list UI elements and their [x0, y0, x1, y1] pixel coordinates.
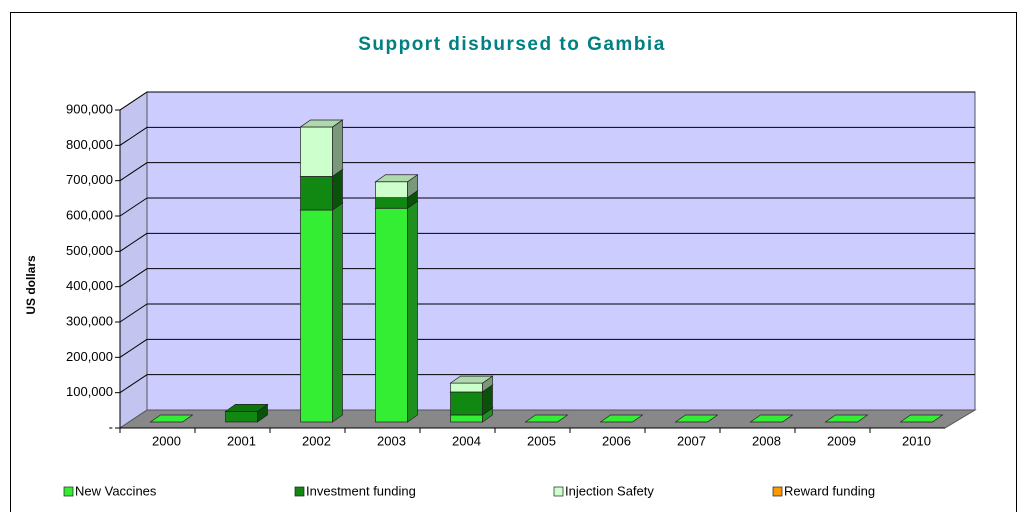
legend-label: Reward funding	[784, 483, 875, 498]
legend-swatch	[553, 486, 564, 497]
legend-swatch	[63, 486, 74, 497]
bar-top	[149, 414, 194, 423]
grid-line	[119, 197, 148, 217]
bar-side	[332, 202, 343, 423]
y-tick-label: 200,000	[66, 349, 113, 364]
y-tick-label: 900,000	[66, 101, 113, 116]
x-tick-label: 2009	[827, 433, 856, 448]
bar-top	[749, 414, 794, 423]
x-tick-label: 2002	[302, 433, 331, 448]
y-tick-label: 300,000	[66, 313, 113, 328]
bar-side	[332, 119, 343, 178]
bar-top	[299, 119, 344, 128]
x-tick-label: 2005	[527, 433, 556, 448]
x-tick-label: 2004	[452, 433, 481, 448]
bar-segment	[375, 181, 408, 198]
bar-side	[407, 200, 418, 423]
bar-segment	[300, 209, 333, 423]
x-tick-label: 2007	[677, 433, 706, 448]
grid-line	[119, 232, 148, 252]
grid-line	[119, 338, 148, 358]
bar-top	[449, 375, 494, 384]
y-tick-label: 800,000	[66, 137, 113, 152]
x-tick-label: 2006	[602, 433, 631, 448]
bar-segment	[375, 207, 408, 423]
bar-segment	[300, 126, 333, 177]
chart-title: Support disbursed to Gambia	[358, 34, 666, 55]
bar-top	[674, 414, 719, 423]
bar-top	[524, 414, 569, 423]
y-tick-label: -	[109, 419, 113, 434]
x-tick-label: 2000	[152, 433, 181, 448]
legend-label: Injection Safety	[565, 483, 654, 498]
grid-line	[119, 268, 148, 288]
x-tick-label: 2010	[902, 433, 931, 448]
grid-line	[119, 91, 148, 111]
grid-line	[119, 303, 148, 323]
grid-line	[119, 126, 148, 146]
bar-top	[899, 414, 944, 423]
bar-segment	[225, 411, 258, 423]
bar-segment	[375, 197, 408, 209]
bar-segment	[300, 176, 333, 211]
y-tick-label: 700,000	[66, 172, 113, 187]
y-tick-label: 100,000	[66, 384, 113, 399]
legend-label: Investment funding	[306, 483, 416, 498]
bar-top	[824, 414, 869, 423]
y-tick-label: 400,000	[66, 278, 113, 293]
bar-top	[599, 414, 644, 423]
bar-top	[374, 174, 419, 183]
bar-segment	[450, 391, 483, 416]
bar-segment	[450, 382, 483, 393]
bar-top	[224, 404, 269, 412]
bar-segment	[450, 414, 483, 423]
y-axis-label: US dollars	[24, 255, 38, 315]
back-wall	[146, 91, 976, 411]
y-tick-label: 600,000	[66, 207, 113, 222]
y-tick-label: 500,000	[66, 243, 113, 258]
x-tick-label: 2008	[752, 433, 781, 448]
legend-swatch	[772, 486, 783, 497]
legend-label: New Vaccines	[75, 483, 157, 498]
legend-swatch	[294, 486, 305, 497]
grid-line	[119, 162, 148, 182]
x-tick-label: 2001	[227, 433, 256, 448]
x-tick-label: 2003	[377, 433, 406, 448]
grid-line	[119, 374, 148, 394]
